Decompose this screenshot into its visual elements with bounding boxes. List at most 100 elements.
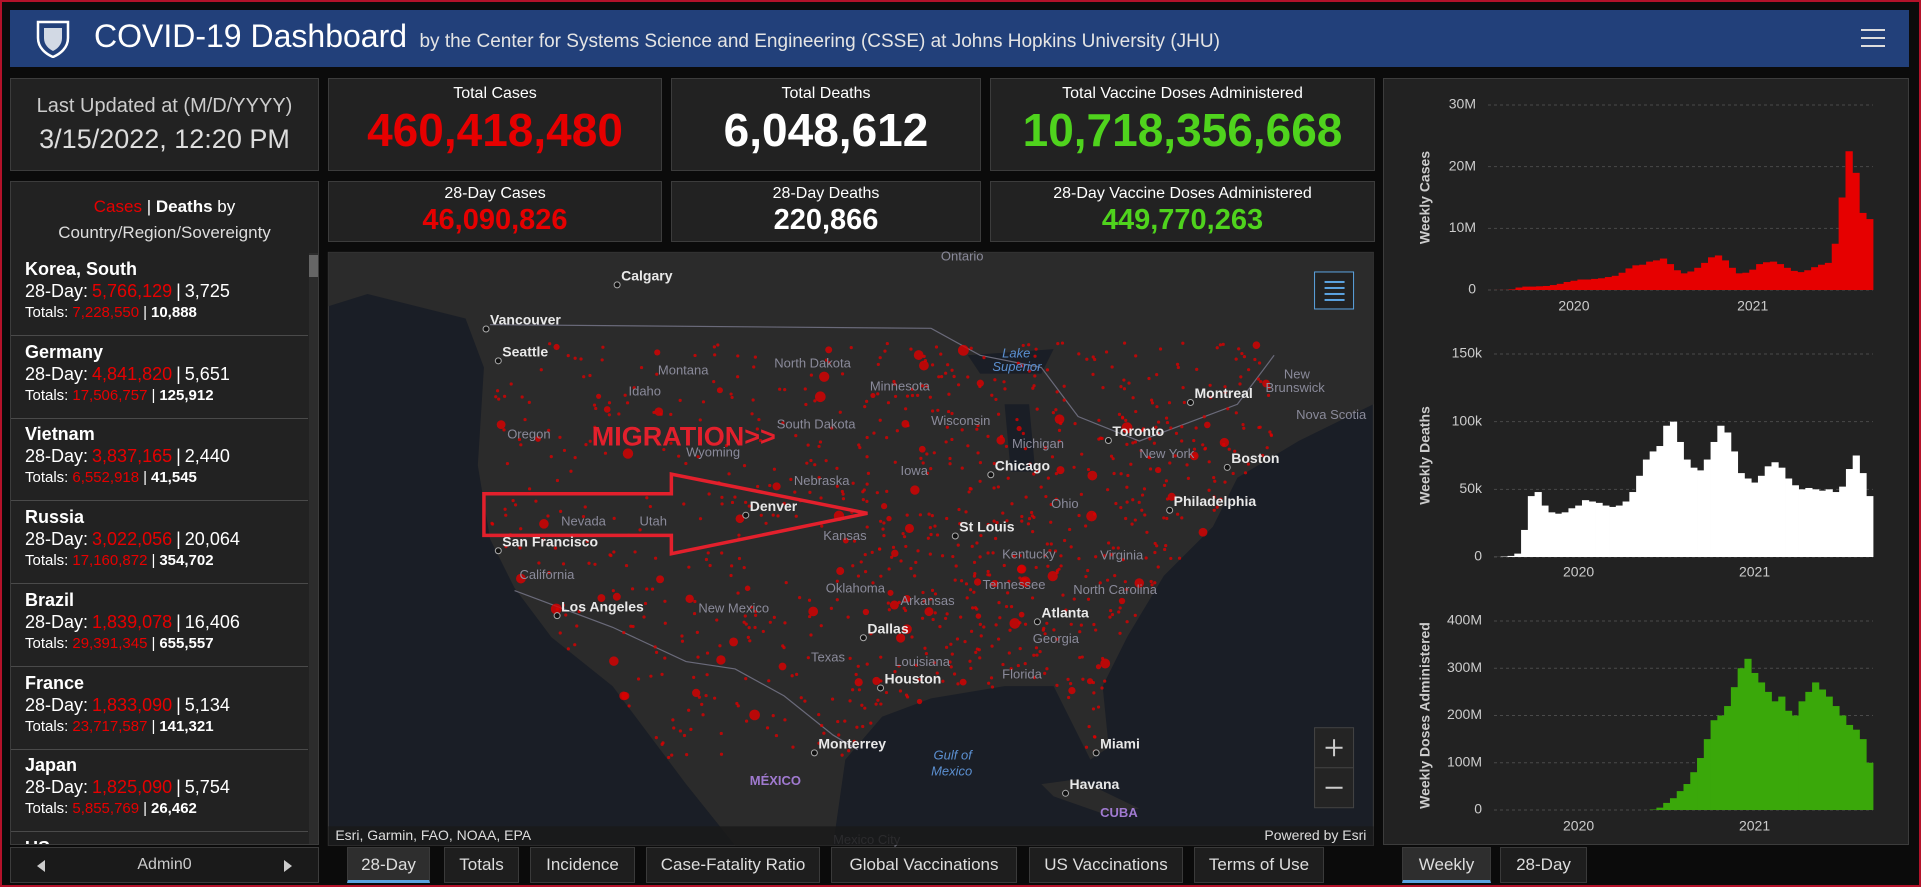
map[interactable]: MIGRATION>> Ontario Calgary Vancouver Seattl… [327,249,1374,847]
map-dot [957,344,969,356]
separator: | [151,386,156,404]
map-dot [798,596,802,600]
country-row[interactable]: Russia 28-Day: 3,022,056 | 20,064 Totals: 17,1… [11,501,308,585]
map-dot [883,349,887,353]
totals-line: Totals: 17,160,872 | 354,702 [25,551,308,571]
map-dot [972,574,977,578]
map-dot [943,616,948,621]
map-dot [1150,401,1155,405]
next-arrow[interactable] [282,860,292,872]
country-row[interactable]: Vietnam 28-Day: 3,837,165 | 2,440 Totals: 6,55… [11,418,308,502]
map-dot [1099,436,1103,440]
list-selector[interactable]: Admin0 [10,847,319,883]
map-dot [1193,454,1197,458]
country-row[interactable]: Korea, South 28-Day: 5,766,129 | 3,725 Totals… [11,253,308,336]
map-dot [497,397,501,401]
bar [1730,687,1739,810]
border [514,589,858,751]
map-dot [1140,508,1144,512]
map-dot [898,689,903,693]
map-dot [653,645,657,649]
map-dot [1162,483,1167,487]
map-dot [503,394,507,398]
map-dot [1246,462,1251,466]
map-label: Los Angeles [561,598,644,614]
map-dot [548,342,552,346]
map-dot [879,655,883,659]
map-dot [660,742,664,746]
map-dot [712,380,716,384]
chart-tab[interactable]: 28-Day [1500,847,1587,883]
map-dot [965,596,969,600]
cases-label[interactable]: Cases [93,197,142,216]
map-dot [806,443,810,447]
tab[interactable]: Terms of Use [1194,847,1324,883]
map-dot [1016,565,1026,574]
map-dot [992,486,996,490]
map-dot [707,492,711,496]
map-dot [986,551,990,555]
zoom-buttons[interactable] [1314,727,1355,809]
map-label: Brunswick [1266,380,1326,395]
separator: | [146,197,152,216]
map-dot [744,719,749,723]
map-dot [1005,519,1009,523]
total-deaths: 26,462 [151,800,197,818]
bar [1756,264,1764,290]
map-dot [1034,347,1038,351]
map-dot [949,665,953,669]
chart-tab[interactable]: Weekly [1402,847,1491,883]
map-dot [1045,621,1049,625]
map-dot [1156,431,1160,435]
deaths-label[interactable]: Deaths [155,197,213,216]
map-dot [1234,357,1238,361]
country-row[interactable]: Brazil 28-Day: 1,839,078 | 16,406 Totals: 29,3… [11,584,308,667]
country-row[interactable]: Japan 28-Day: 1,825,090 | 5,754 Totals: 5,855,… [11,749,308,833]
scroll-thumb[interactable] [309,255,318,277]
separator: | [151,552,156,570]
map-dot [1198,527,1208,537]
map-label: New York [1139,446,1194,461]
map-label: Montana [658,363,709,378]
tab[interactable]: Case-Fatality Ratio [646,847,820,883]
tab[interactable]: US Vaccinations [1029,847,1183,883]
tab[interactable]: Totals [444,847,519,883]
map-dot [967,490,971,494]
map-dot [561,603,565,607]
bar [1563,281,1571,290]
map-dot [1053,549,1058,553]
bar [1541,505,1549,557]
menu-button[interactable] [1861,28,1885,48]
tab[interactable]: 28-Day [347,847,430,883]
map-dot [1052,628,1056,632]
map-dot [633,550,637,554]
bar [1812,682,1820,810]
map-dot [1240,351,1244,356]
map-dot [1117,412,1122,416]
legend-button[interactable] [1314,271,1355,310]
map-dot [1015,417,1019,422]
tab[interactable]: Global Vaccinations [831,847,1017,883]
map-dot [935,533,940,537]
attribution-bar [328,826,1374,846]
country-row[interactable]: Germany 28-Day: 4,841,820 | 5,651 Totals: 17,5… [11,336,308,419]
map-dot [855,725,859,729]
map-label: Toronto [1112,423,1164,439]
separator: | [176,694,181,715]
tab[interactable]: Incidence [530,847,635,883]
map-dot [892,379,896,384]
map-dot [1021,431,1025,436]
map-dot [1125,442,1129,446]
scrollbar[interactable] [309,253,318,844]
map-dot [504,513,508,517]
country-row: US [11,832,308,844]
map-dot [1180,516,1184,520]
map-dot [784,581,788,585]
period-deaths: 3,725 [184,281,230,301]
map-dot [996,436,1006,445]
country-row[interactable]: France 28-Day: 1,833,090 | 5,134 Totals: 23,71… [11,667,308,750]
prev-arrow[interactable] [37,860,47,872]
map-dot [1091,707,1096,711]
map-dot [685,753,689,757]
bar [1845,151,1853,290]
